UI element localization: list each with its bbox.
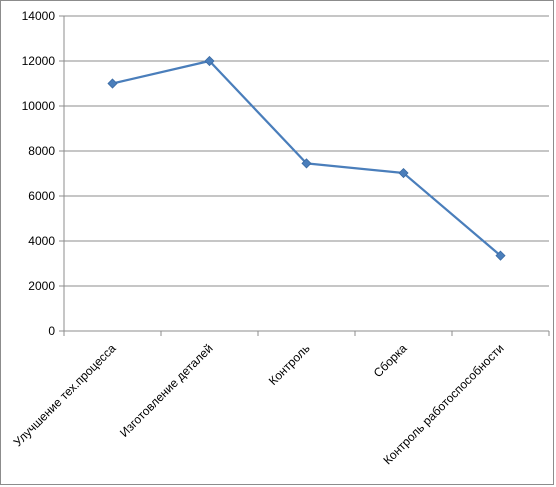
data-point-marker <box>107 78 118 89</box>
y-tick-label: 14000 <box>22 9 56 23</box>
y-tick-label: 10000 <box>22 99 56 113</box>
data-point-marker <box>495 250 506 261</box>
data-point-marker <box>301 158 312 169</box>
x-tick-label: Улучшение тех.процесса <box>11 341 119 449</box>
data-point-marker <box>204 55 215 67</box>
y-tick-label: 4000 <box>28 234 55 248</box>
x-tick-label: Контроль <box>266 341 313 388</box>
axes <box>59 15 550 336</box>
y-tick-label: 8000 <box>28 144 55 158</box>
y-tick-label: 12000 <box>22 54 56 68</box>
series <box>107 55 506 261</box>
data-point-marker <box>398 167 409 179</box>
gridlines <box>64 15 549 287</box>
y-tick-labels: 0 2000 4000 6000 8000 10000 12000 14000 <box>22 9 56 338</box>
y-tick-label: 2000 <box>28 279 55 293</box>
x-tick-label: Сборка <box>371 341 410 380</box>
y-tick-label: 6000 <box>28 189 55 203</box>
y-tick-label: 0 <box>48 324 55 338</box>
x-tick-label: Изготовление деталей <box>117 341 216 440</box>
